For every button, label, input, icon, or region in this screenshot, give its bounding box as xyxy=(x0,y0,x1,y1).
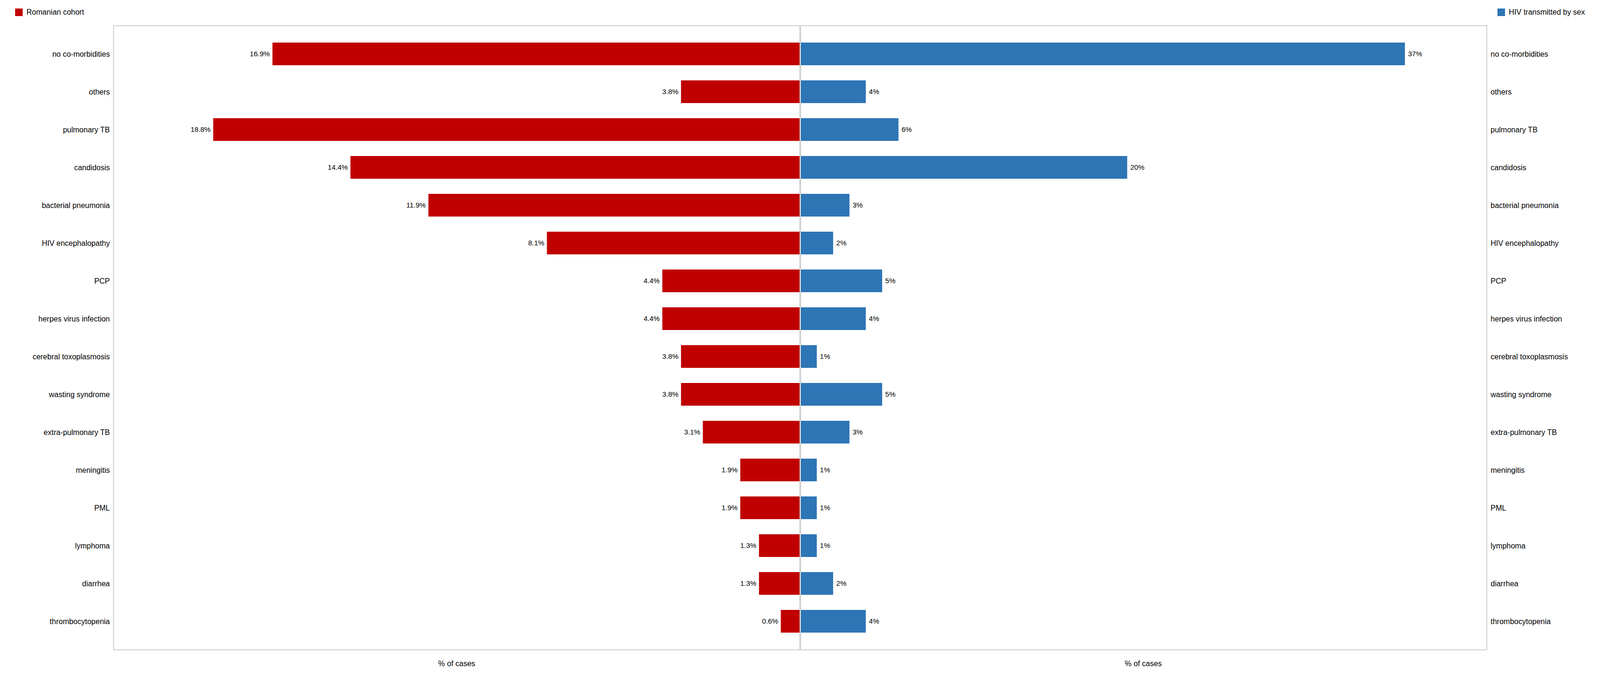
svg-text:PML: PML xyxy=(94,503,111,512)
svg-text:3.8%: 3.8% xyxy=(662,389,679,398)
svg-text:2%: 2% xyxy=(836,578,847,587)
svg-text:cerebral toxoplasmosis: cerebral toxoplasmosis xyxy=(32,352,111,361)
svg-text:0.6%: 0.6% xyxy=(762,616,779,625)
svg-text:PCP: PCP xyxy=(94,276,111,285)
svg-text:no co-morbidities: no co-morbidities xyxy=(52,50,111,59)
svg-text:16.9%: 16.9% xyxy=(249,49,271,58)
svg-text:1%: 1% xyxy=(819,352,831,361)
svg-text:11.9%: 11.9% xyxy=(406,200,426,209)
svg-text:1%: 1% xyxy=(819,541,831,550)
svg-text:lymphoma: lymphoma xyxy=(75,541,111,550)
svg-text:thrombocytopenia: thrombocytopenia xyxy=(1490,617,1551,626)
svg-text:PCP: PCP xyxy=(1490,276,1507,285)
svg-text:cerebral toxoplasmosis: cerebral toxoplasmosis xyxy=(1490,352,1569,361)
svg-text:meningitis: meningitis xyxy=(75,465,110,474)
svg-text:herpes virus infection: herpes virus infection xyxy=(38,314,110,323)
svg-text:extra-pulmonary TB: extra-pulmonary TB xyxy=(1490,428,1557,437)
svg-text:1.3%: 1.3% xyxy=(739,578,757,587)
html-text:Romanian cohort: Romanian cohort xyxy=(26,8,85,17)
svg-text:wasting syndrome: wasting syndrome xyxy=(1490,390,1552,399)
svg-text:8.1%: 8.1% xyxy=(528,238,545,247)
svg-text:diarrhea: diarrhea xyxy=(82,579,111,588)
svg-text:thrombocytopenia: thrombocytopenia xyxy=(49,617,110,626)
svg-text:5%: 5% xyxy=(885,276,896,285)
svg-text:3%: 3% xyxy=(852,200,863,209)
svg-text:4.4%: 4.4% xyxy=(643,276,660,285)
svg-text:herpes virus infection: herpes virus infection xyxy=(1490,314,1563,323)
svg-text:extra-pulmonary TB: extra-pulmonary TB xyxy=(43,428,110,437)
svg-text:4%: 4% xyxy=(868,616,880,625)
svg-text:pulmonary TB: pulmonary TB xyxy=(1490,125,1538,134)
svg-text:1%: 1% xyxy=(819,503,831,512)
svg-text:4%: 4% xyxy=(868,314,880,323)
svg-text:bacterial pneumonia: bacterial pneumonia xyxy=(41,201,110,210)
svg-text:20%: 20% xyxy=(1130,163,1145,172)
html-text:HIV transmitted by sex: HIV transmitted by sex xyxy=(1508,8,1585,17)
svg-text:PML: PML xyxy=(1490,503,1507,512)
svg-text:3.1%: 3.1% xyxy=(684,427,701,436)
svg-text:others: others xyxy=(1490,87,1512,96)
svg-text:1.9%: 1.9% xyxy=(721,503,738,512)
svg-text:5%: 5% xyxy=(885,389,896,398)
svg-text:6%: 6% xyxy=(901,125,912,134)
svg-text:diarrhea: diarrhea xyxy=(1490,579,1519,588)
svg-text:1%: 1% xyxy=(819,465,831,474)
svg-text:wasting syndrome: wasting syndrome xyxy=(48,390,111,399)
svg-text:1.3%: 1.3% xyxy=(739,541,757,550)
svg-text:3%: 3% xyxy=(852,427,863,436)
svg-text:14.4%: 14.4% xyxy=(327,163,349,172)
svg-text:pulmonary TB: pulmonary TB xyxy=(62,125,110,134)
svg-text:37%: 37% xyxy=(1408,49,1423,58)
svg-text:meningitis: meningitis xyxy=(1490,465,1525,474)
svg-text:4%: 4% xyxy=(868,87,880,96)
html-text:% of cases: % of cases xyxy=(438,659,476,668)
svg-text:no co-morbidities: no co-morbidities xyxy=(1490,50,1549,59)
svg-text:HIV encephalopathy: HIV encephalopathy xyxy=(41,239,110,248)
svg-text:4.4%: 4.4% xyxy=(643,314,660,323)
svg-text:others: others xyxy=(88,87,110,96)
svg-text:HIV encephalopathy: HIV encephalopathy xyxy=(1490,239,1559,248)
svg-text:2%: 2% xyxy=(836,238,847,247)
svg-text:1.9%: 1.9% xyxy=(721,465,738,474)
svg-text:18.8%: 18.8% xyxy=(190,125,211,134)
html-text:% of cases: % of cases xyxy=(1124,659,1162,668)
svg-text:candidosis: candidosis xyxy=(74,163,111,172)
svg-text:lymphoma: lymphoma xyxy=(1490,541,1526,550)
svg-text:3.8%: 3.8% xyxy=(662,87,679,96)
svg-text:candidosis: candidosis xyxy=(1490,163,1527,172)
svg-text:3.8%: 3.8% xyxy=(662,352,679,361)
svg-text:bacterial pneumonia: bacterial pneumonia xyxy=(1490,201,1559,210)
